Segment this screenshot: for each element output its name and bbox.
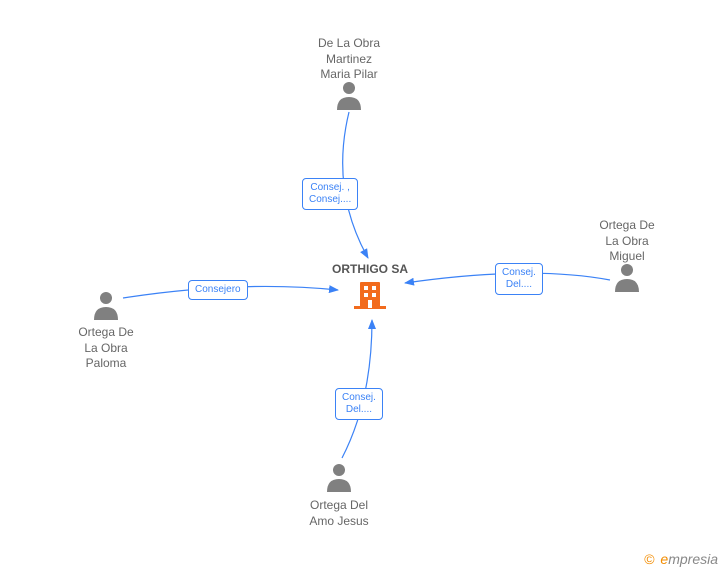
person-label-bottom: Ortega Del Amo Jesus [289, 498, 389, 529]
edge-label-left: Consejero [188, 280, 248, 300]
edge-label-right: Consej. Del.... [495, 263, 543, 295]
diagram-canvas [0, 0, 728, 575]
person-label-right: Ortega De La Obra Miguel [577, 218, 677, 265]
copyright-symbol: © [644, 551, 654, 567]
center-company-label: ORTHIGO SA [325, 262, 415, 276]
edge-label-top: Consej. , Consej.... [302, 178, 358, 210]
person-icon [327, 464, 351, 492]
person-icon [94, 292, 118, 320]
watermark: © empresia [644, 551, 718, 567]
person-icon [615, 264, 639, 292]
watermark-text: mpresia [668, 551, 718, 567]
person-label-left: Ortega De La Obra Paloma [56, 325, 156, 372]
person-icon [337, 82, 361, 110]
company-icon [354, 282, 386, 309]
edge-label-bottom: Consej. Del.... [335, 388, 383, 420]
person-label-top: De La Obra Martinez Maria Pilar [299, 36, 399, 83]
